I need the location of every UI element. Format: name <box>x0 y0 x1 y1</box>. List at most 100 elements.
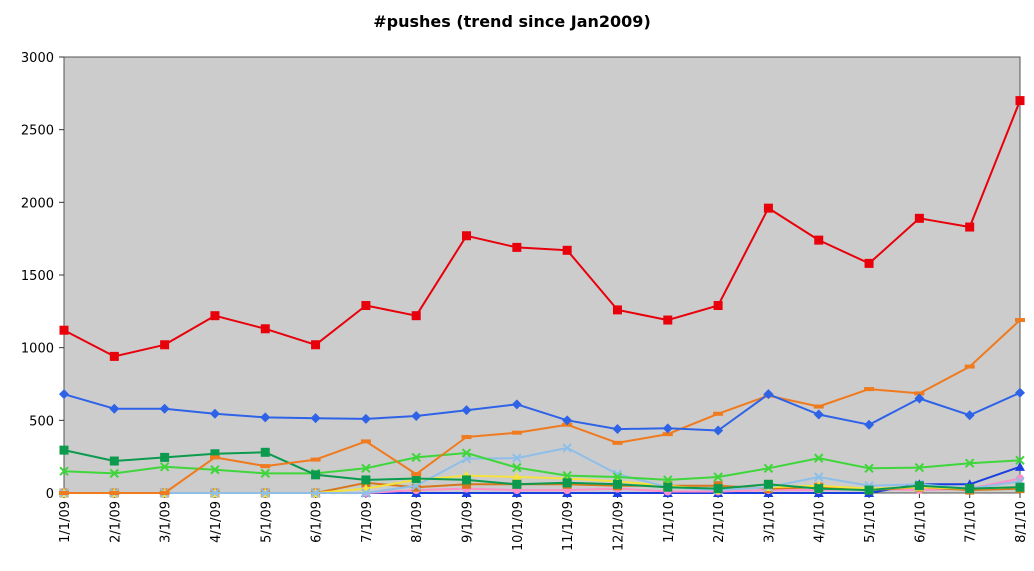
data-point <box>260 464 271 469</box>
data-point <box>511 430 522 435</box>
data-point <box>260 447 270 457</box>
x-tick-label: 7/1/09 <box>360 501 375 543</box>
data-point <box>209 408 220 419</box>
x-tick-label: 2/1/09 <box>108 501 123 543</box>
data-point <box>411 473 421 483</box>
data-point <box>361 475 371 485</box>
data-point <box>209 455 220 460</box>
data-point <box>461 405 472 416</box>
y-tick-label: 1500 <box>21 269 54 284</box>
x-tick-label: 9/1/09 <box>461 501 476 543</box>
y-tick-label: 3000 <box>21 51 54 66</box>
data-point <box>562 245 572 255</box>
data-point <box>612 479 622 489</box>
data-point <box>210 465 220 475</box>
data-point <box>814 472 824 482</box>
data-point <box>813 404 824 409</box>
data-point <box>260 488 270 498</box>
x-tick-label: 1/1/10 <box>662 501 677 543</box>
plot-area <box>63 56 1021 494</box>
data-point <box>411 482 421 492</box>
data-point <box>713 472 723 482</box>
data-point <box>964 364 975 369</box>
data-point <box>864 258 874 268</box>
data-point <box>914 393 925 404</box>
x-tick-label: 7/1/10 <box>964 501 979 543</box>
series-line <box>64 446 1021 494</box>
data-point <box>109 468 120 479</box>
data-point <box>411 410 422 421</box>
x-tick-label: 2/1/10 <box>712 501 727 543</box>
data-point <box>310 413 321 424</box>
data-point <box>59 389 69 400</box>
data-point <box>663 475 673 485</box>
data-point <box>662 423 673 434</box>
data-point <box>411 311 421 321</box>
data-point <box>462 231 472 241</box>
data-point <box>713 484 723 494</box>
data-point <box>612 305 622 315</box>
data-point <box>109 491 120 495</box>
data-point <box>814 453 824 463</box>
x-tick-label: 3/1/09 <box>159 501 174 543</box>
y-axis: 0 500 1000 1500 2000 2500 3000 <box>21 51 64 502</box>
data-point <box>411 481 421 491</box>
data-point <box>260 412 271 423</box>
data-point <box>160 452 170 462</box>
x-tick-label: 8/1/10 <box>1014 501 1029 543</box>
data-point <box>662 432 673 437</box>
chart-title: #pushes (trend since Jan2009) <box>373 12 651 31</box>
data-point <box>59 445 69 455</box>
data-point <box>310 457 321 462</box>
x-tick-label: 12/1/09 <box>611 501 626 551</box>
data-point <box>914 481 924 491</box>
data-point <box>814 235 824 245</box>
data-point <box>361 463 371 474</box>
x-tick-label: 10/1/09 <box>511 501 526 551</box>
data-point <box>864 485 874 495</box>
x-tick-label: 5/1/09 <box>259 501 274 543</box>
data-point <box>511 399 522 410</box>
x-tick-label: 4/1/10 <box>813 501 828 543</box>
data-point <box>361 488 371 498</box>
data-point <box>109 403 120 414</box>
data-point <box>914 391 925 396</box>
data-point <box>763 389 774 400</box>
data-point <box>512 462 522 473</box>
data-point <box>160 340 170 350</box>
data-point <box>1015 96 1025 106</box>
data-point <box>612 472 623 482</box>
data-point <box>612 440 623 445</box>
data-point <box>159 491 170 495</box>
y-tick-label: 2500 <box>21 124 54 139</box>
data-point <box>763 479 773 489</box>
x-tick-label: 8/1/09 <box>410 501 425 543</box>
data-point <box>462 475 472 485</box>
data-point <box>461 435 472 440</box>
data-point <box>663 482 673 492</box>
data-point <box>763 463 774 474</box>
data-point <box>360 439 371 444</box>
data-point <box>210 488 220 498</box>
data-point <box>159 403 170 414</box>
data-point <box>713 425 724 436</box>
data-point <box>914 462 925 473</box>
data-point <box>864 419 875 430</box>
data-point <box>813 409 824 420</box>
data-point <box>1015 318 1025 323</box>
data-point <box>461 448 472 458</box>
data-point <box>360 413 371 424</box>
data-point <box>713 411 724 416</box>
data-point <box>159 462 170 472</box>
series-line <box>64 319 1021 494</box>
y-tick-label: 0 <box>46 487 54 502</box>
data-point <box>310 488 321 498</box>
x-tick-label: 3/1/10 <box>762 501 777 543</box>
data-point <box>814 484 824 494</box>
x-tick-label: 11/1/09 <box>561 501 576 551</box>
data-point <box>1015 461 1025 471</box>
series-1 <box>59 96 1025 361</box>
data-point <box>562 415 573 426</box>
x-tick-label: 4/1/09 <box>209 501 224 543</box>
